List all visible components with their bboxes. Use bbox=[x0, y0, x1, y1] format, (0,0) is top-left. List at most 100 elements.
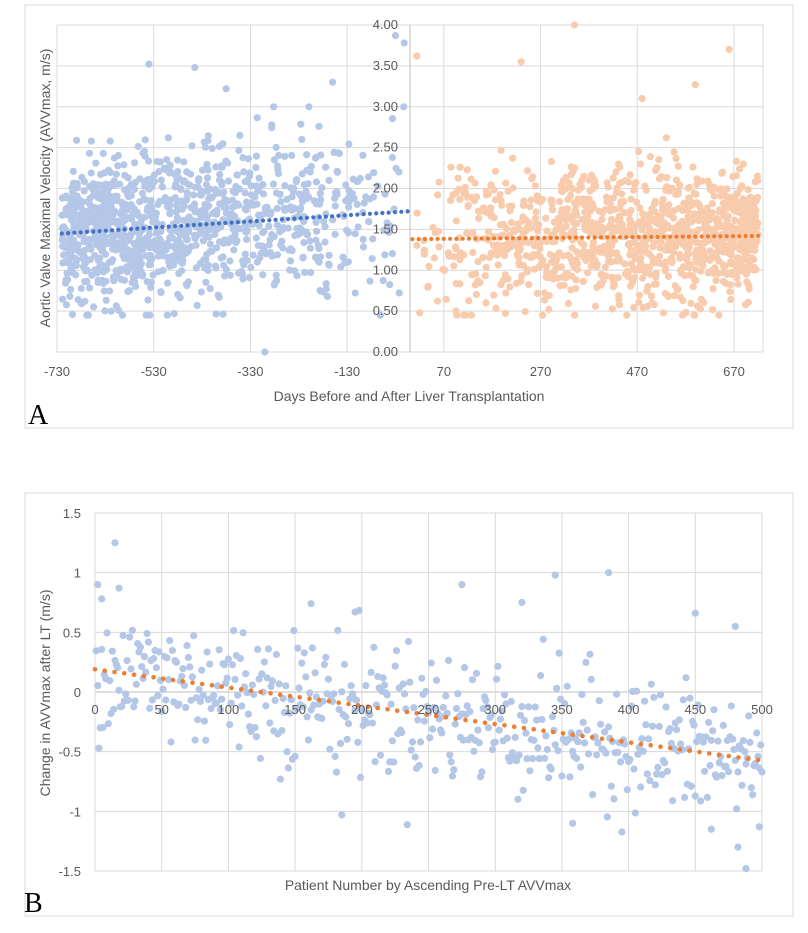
panel-a-pre-point bbox=[121, 231, 129, 239]
panel-a-post-point bbox=[549, 275, 558, 283]
panel-b-point bbox=[722, 762, 730, 770]
panel-a-pre-point bbox=[339, 253, 347, 261]
panel-b-point bbox=[418, 674, 426, 682]
panel-b-point bbox=[697, 797, 705, 805]
panel-b-point bbox=[701, 767, 709, 775]
panel-a-pre-point bbox=[84, 237, 92, 245]
panel-a-post-point bbox=[719, 240, 727, 248]
panel-a-pre-point bbox=[344, 258, 352, 266]
panel-a-pre-point bbox=[180, 216, 188, 224]
panel-b-point bbox=[415, 761, 423, 770]
panel-a-post-trend-dot bbox=[699, 234, 704, 239]
panel-a-pre-point bbox=[263, 203, 271, 211]
panel-a-pre-trend-dot bbox=[392, 210, 398, 215]
panel-a-post-point bbox=[573, 211, 581, 219]
panel-a-pre-point bbox=[241, 189, 249, 197]
panel-a-post-point bbox=[686, 201, 694, 209]
panel-a-post-point bbox=[493, 246, 501, 254]
panel-a-pre-point bbox=[147, 181, 155, 189]
panel-b-point bbox=[539, 635, 547, 643]
panel-a-post-point bbox=[434, 191, 442, 199]
panel-a-post-point bbox=[531, 214, 540, 222]
panel-a-pre-trend-dot bbox=[267, 218, 272, 223]
panel-a-pre-point bbox=[136, 252, 144, 260]
panel-a-pre-trend-dot bbox=[355, 212, 360, 217]
panel-a-pre-point bbox=[90, 303, 98, 311]
panel-b-point bbox=[99, 723, 107, 732]
panel-b-point bbox=[148, 696, 156, 704]
panel-a-pre-point bbox=[192, 241, 200, 249]
panel-a-pre-point bbox=[66, 292, 74, 300]
panel-a-pre-point bbox=[297, 228, 305, 236]
panel-a-post-point bbox=[479, 253, 487, 262]
panel-a-pre-point bbox=[381, 190, 389, 198]
panel-a-pre-point bbox=[298, 198, 307, 206]
panel-a-pre-point bbox=[365, 218, 373, 226]
panel-a-pre-point bbox=[215, 142, 223, 151]
panel-a-post-point bbox=[533, 225, 541, 233]
panel-b-point bbox=[306, 689, 314, 697]
panel-a-pre-point bbox=[84, 198, 92, 206]
panel-a-post-point bbox=[711, 264, 719, 272]
panel-a-post-point bbox=[520, 201, 528, 209]
panel-a-post-point bbox=[568, 244, 576, 252]
panel-a-pre-trend-dot bbox=[279, 217, 284, 222]
panel-b-point bbox=[729, 735, 737, 743]
panel-a-pre-trend-dot bbox=[135, 226, 140, 231]
panel-b-outlier bbox=[731, 622, 739, 631]
panel-a-post-point bbox=[703, 204, 711, 212]
panel-a-y-tick-label: 0.00 bbox=[373, 344, 398, 359]
panel-a-pre-point bbox=[190, 191, 198, 199]
panel-a-post-point bbox=[435, 178, 443, 186]
panel-a-pre-point bbox=[101, 194, 109, 202]
panel-b-trend-dot bbox=[687, 748, 692, 753]
panel-a-post-point bbox=[748, 246, 756, 254]
panel-a-pre-trend-dot bbox=[286, 216, 291, 222]
panel-b-y-tick-label: 1.5 bbox=[63, 506, 81, 521]
panel-a-post-point bbox=[525, 219, 533, 227]
panel-b-point bbox=[706, 761, 714, 770]
panel-a-pre-trend-dot bbox=[304, 215, 310, 220]
panel-a-post-point bbox=[655, 156, 663, 164]
panel-a-pre-point bbox=[73, 184, 82, 192]
panel-b-trend-dot bbox=[355, 703, 361, 708]
panel-b-point bbox=[627, 702, 635, 710]
panel-a-post-point bbox=[718, 168, 727, 176]
panel-b-point bbox=[234, 691, 242, 699]
panel-b-point bbox=[643, 770, 651, 778]
panel-a-pre-point bbox=[228, 203, 236, 212]
panel-a-post-point bbox=[703, 224, 711, 232]
panel-b-y-tick-label: -1 bbox=[69, 804, 81, 819]
panel-a-pre-point bbox=[62, 206, 70, 214]
panel-a-post-point bbox=[649, 243, 657, 251]
panel-b-point bbox=[623, 786, 631, 794]
panel-a-pre-point bbox=[306, 237, 314, 245]
panel-a-post-trend-dot bbox=[586, 235, 591, 240]
panel-a-post-point bbox=[470, 197, 479, 205]
panel-a-post-point bbox=[497, 281, 505, 289]
panel-b-trend-dot bbox=[92, 667, 98, 672]
panel-b-point bbox=[565, 735, 573, 744]
panel-a-post-trend-dot bbox=[498, 236, 503, 241]
panel-a-post-point bbox=[512, 226, 520, 234]
panel-a-pre-point bbox=[333, 168, 342, 176]
panel-a-pre-point bbox=[333, 188, 341, 196]
panel-a-post-trend-dot bbox=[756, 233, 761, 238]
panel-b-point bbox=[553, 684, 561, 692]
panel-b-trend-dot bbox=[609, 737, 614, 743]
panel-a-pre-point bbox=[180, 177, 188, 185]
panel-b-trend-dot bbox=[346, 701, 351, 707]
panel-b-point bbox=[390, 758, 398, 766]
panel-b-trend-dot bbox=[433, 713, 439, 719]
panel-b-point bbox=[432, 676, 441, 684]
panel-a-pre-point bbox=[224, 177, 233, 185]
panel-a-pre-point bbox=[224, 159, 232, 167]
panel-a-pre-point bbox=[305, 103, 313, 111]
panel-a-post-point bbox=[578, 195, 586, 203]
panel-a-pre-point bbox=[354, 223, 362, 231]
panel-a-pre-point bbox=[255, 184, 263, 193]
panel-a-pre-point bbox=[139, 149, 147, 157]
panel-b-point bbox=[466, 708, 474, 716]
panel-a-pre-point bbox=[283, 195, 291, 203]
panel-a-pre-point bbox=[218, 163, 226, 171]
